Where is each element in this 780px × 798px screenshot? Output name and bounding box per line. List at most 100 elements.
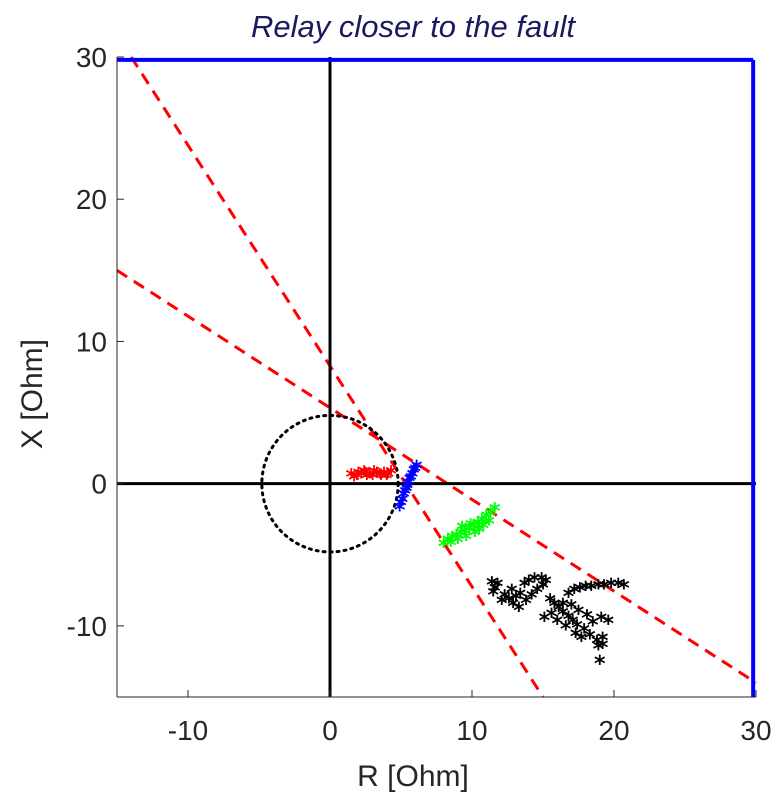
black-point: * xyxy=(529,569,541,594)
dotted-circle-layer xyxy=(260,413,400,554)
black-point: * xyxy=(496,592,508,617)
green-point: * xyxy=(442,531,454,556)
blue-point: * xyxy=(395,494,407,519)
green-point: * xyxy=(446,528,458,553)
y-tick-label: 30 xyxy=(76,42,107,73)
y-tick-label: 0 xyxy=(91,469,107,500)
black-point: * xyxy=(557,604,569,629)
black-point: * xyxy=(570,625,582,650)
blue-point: * xyxy=(398,485,410,510)
red-point: * xyxy=(346,466,358,491)
green-point: * xyxy=(463,520,475,545)
red-point: * xyxy=(360,464,372,489)
red-point: * xyxy=(367,467,379,492)
red-point: * xyxy=(361,467,373,492)
black-point: * xyxy=(587,613,599,638)
black-point: * xyxy=(503,591,515,616)
blue-point: * xyxy=(402,474,414,499)
green-point: * xyxy=(469,524,481,549)
black-point: * xyxy=(532,581,544,606)
red-point: * xyxy=(358,463,370,488)
black-point: * xyxy=(584,626,596,651)
blue-point: * xyxy=(397,491,409,516)
black-point: * xyxy=(560,618,572,643)
green-point: * xyxy=(483,512,495,537)
green-point: * xyxy=(468,517,480,542)
black-point: * xyxy=(526,586,538,611)
black-point: * xyxy=(513,599,525,624)
black-point: * xyxy=(594,652,606,677)
green-point: * xyxy=(476,511,488,536)
y-axis-label: X [Ohm] xyxy=(16,339,49,449)
x-tick-label: 20 xyxy=(598,715,629,746)
dashed-line-2 xyxy=(116,269,757,685)
green-point: * xyxy=(459,522,471,547)
black-point: * xyxy=(492,575,504,600)
green-point: * xyxy=(445,534,457,559)
red-point: * xyxy=(353,464,365,489)
black-point: * xyxy=(563,585,575,610)
green-point: * xyxy=(456,518,468,543)
black-point: * xyxy=(520,592,532,617)
y-tick-label: 10 xyxy=(76,326,107,357)
blue-point: * xyxy=(408,461,420,486)
black-point: * xyxy=(510,588,522,613)
black-point: * xyxy=(489,579,501,604)
black-point: * xyxy=(557,595,569,620)
black-point: * xyxy=(595,609,607,634)
blue-point: * xyxy=(400,483,412,508)
black-point: * xyxy=(519,575,531,600)
black-point: * xyxy=(618,576,630,601)
black-point: * xyxy=(546,605,558,630)
black-point: * xyxy=(574,579,586,604)
black-point: * xyxy=(544,591,556,616)
x-tick-label: 10 xyxy=(456,715,487,746)
black-point: * xyxy=(603,612,615,637)
black-point: * xyxy=(593,576,605,601)
black-point: * xyxy=(566,596,578,621)
red-point: * xyxy=(364,466,376,491)
red-point: * xyxy=(371,464,383,489)
black-point: * xyxy=(506,581,518,606)
black-point: * xyxy=(539,609,551,634)
x-tick-label: -10 xyxy=(168,715,208,746)
green-point: * xyxy=(455,524,467,549)
black-point: * xyxy=(597,636,609,661)
green-point: * xyxy=(472,514,484,539)
x-tick-labels: -10 0 10 20 30 xyxy=(168,690,772,746)
y-tick-labels: -10 0 10 20 30 xyxy=(67,42,124,642)
red-point: * xyxy=(355,466,367,491)
black-point: * xyxy=(486,574,498,599)
black-point: * xyxy=(580,578,592,603)
green-point: * xyxy=(451,527,463,552)
origin-axes xyxy=(117,57,756,697)
black-point: * xyxy=(536,569,548,594)
black-point: * xyxy=(573,602,585,627)
boundary-lines xyxy=(116,57,756,698)
green-point: * xyxy=(452,531,464,556)
x-tick-label: 30 xyxy=(740,715,771,746)
black-point: * xyxy=(581,606,593,631)
green-point: * xyxy=(473,521,485,546)
green-point: * xyxy=(489,500,501,525)
blue-point: * xyxy=(401,480,413,505)
black-point: * xyxy=(597,629,609,654)
green-point: * xyxy=(478,517,490,542)
red-point: * xyxy=(385,463,397,488)
blue-point: * xyxy=(409,460,421,485)
red-point: * xyxy=(348,468,360,493)
dashed-line-1 xyxy=(129,56,545,698)
black-point: * xyxy=(549,595,561,620)
plot-area-background xyxy=(117,57,756,697)
blue-point: * xyxy=(404,470,416,495)
red-point: * xyxy=(381,467,393,492)
green-point: * xyxy=(461,528,473,553)
blue-point: * xyxy=(407,466,419,491)
black-point: * xyxy=(578,621,590,646)
red-point: * xyxy=(368,463,380,488)
black-point: * xyxy=(571,616,583,641)
green-point: * xyxy=(465,515,477,540)
black-point: * xyxy=(507,595,519,620)
scatter-points: **************** ************************… xyxy=(346,457,631,677)
